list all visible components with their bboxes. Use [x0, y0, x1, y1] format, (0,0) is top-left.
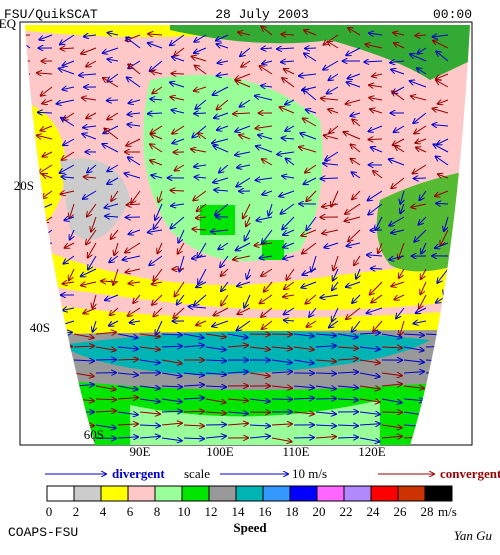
wind-arrow [38, 112, 52, 113]
colorbar-swatch [182, 486, 209, 501]
wind-arrow [414, 178, 426, 179]
colorbar-swatch [263, 486, 290, 501]
colorbar-label: 14 [232, 504, 246, 519]
colorbar-swatch [344, 486, 371, 501]
colorbar-swatch [101, 486, 128, 501]
wind-arrow [107, 100, 118, 101]
colorbar-label: 24 [367, 504, 381, 519]
lat-label: 40S [30, 320, 50, 335]
footer-left: COAPS-FSU [8, 525, 78, 540]
legend-scale: scale [184, 466, 210, 481]
wind-arrow [194, 113, 206, 114]
lat-label: EQ [0, 16, 17, 31]
legend-divergent: divergent [112, 466, 165, 481]
wind-arrow [294, 437, 314, 438]
colorbar-title: Speed [233, 520, 267, 535]
colorbar-swatch [128, 486, 155, 501]
wind-arrow [170, 190, 184, 191]
colorbar-swatch [47, 486, 74, 501]
colorbar-swatch [290, 486, 317, 501]
wind-arrow [371, 268, 382, 269]
colorbar-label: 8 [154, 504, 161, 519]
colorbar-label: 16 [259, 504, 273, 519]
colorbar-swatch [209, 486, 236, 501]
lat-label: 20S [14, 178, 34, 193]
lon-label: 90E [130, 444, 151, 459]
colorbar-swatch [371, 486, 398, 501]
lon-label: 110E [283, 444, 310, 459]
colorbar-label: 2 [73, 504, 80, 519]
colorbar-swatch [398, 486, 425, 501]
colorbar-swatch [155, 486, 182, 501]
time: 00:00 [433, 7, 472, 22]
date: 28 July 2003 [215, 7, 309, 22]
colorbar-label: 22 [340, 504, 353, 519]
wind-arrow [316, 373, 336, 374]
colorbar-label: 6 [127, 504, 134, 519]
colorbar-label: 18 [286, 504, 299, 519]
lat-label: 60S [84, 427, 104, 442]
title: FSU/QuikSCAT [4, 7, 98, 22]
lon-label: 120E [358, 444, 386, 459]
legend-convergent: convergent [440, 466, 500, 481]
footer-right: Yan Gu [454, 528, 493, 543]
colorbar-label: 0 [46, 504, 53, 519]
colorbar-label: 4 [100, 504, 107, 519]
colorbar-swatch [236, 486, 263, 501]
colorbar-label: 10 [178, 504, 191, 519]
colorbar-label: 26 [394, 504, 408, 519]
colorbar-swatch [317, 486, 344, 501]
legend-scale-value: 10 m/s [292, 466, 327, 481]
colorbar-swatch [425, 486, 452, 501]
colorbar-label: 12 [205, 504, 218, 519]
lon-label: 100E [206, 444, 234, 459]
wind-arrow [316, 398, 336, 399]
wind-arrow [368, 139, 382, 140]
wind-arrow [436, 203, 448, 204]
colorbar-swatch [74, 486, 101, 501]
colorbar-label: 20 [313, 504, 326, 519]
colorbar-label: 28 [421, 504, 434, 519]
colorbar-unit: m/s [438, 504, 457, 519]
